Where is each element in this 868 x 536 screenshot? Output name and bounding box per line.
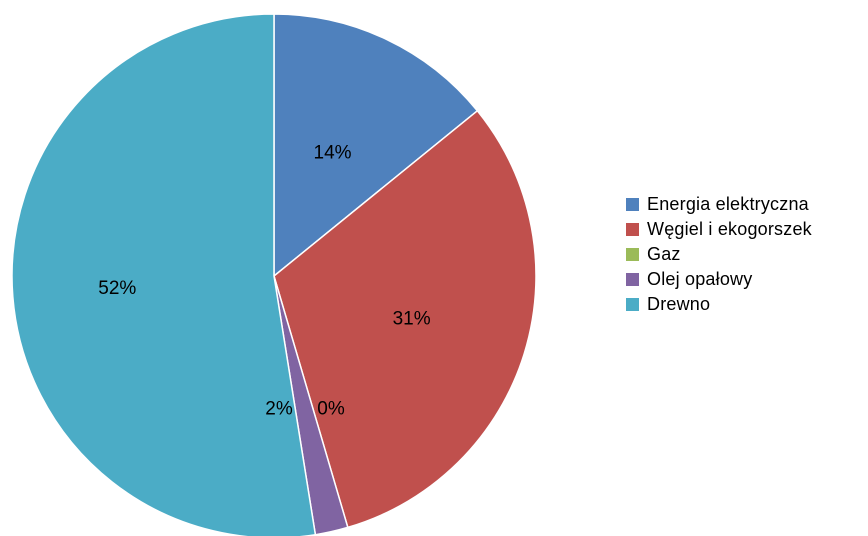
legend-item-wegiel-i-ekogorszek: Węgiel i ekogorszek	[626, 217, 812, 241]
legend-swatch	[626, 297, 639, 311]
legend-swatch	[626, 272, 639, 286]
data-label-gaz: 0%	[317, 399, 345, 420]
data-label-olej-opalowy: 2%	[265, 399, 293, 420]
pie-slice-wegiel-i-ekogorszek	[273, 109, 537, 529]
legend-label: Olej opałowy	[647, 268, 753, 289]
legend-item-drewno: Drewno	[626, 292, 812, 316]
data-label-drewno: 52%	[98, 278, 136, 299]
legend-swatch	[626, 197, 639, 211]
legend-label: Gaz	[647, 243, 681, 264]
legend-item-gaz: Gaz	[626, 242, 812, 266]
legend-label: Energia elektryczna	[647, 193, 809, 214]
pie-slice-drewno	[11, 13, 317, 536]
pie-slices	[11, 13, 537, 536]
legend-item-olej-opalowy: Olej opałowy	[626, 267, 812, 291]
data-label-energia-elektryczna: 14%	[314, 142, 352, 163]
legend-item-energia-elektryczna: Energia elektryczna	[626, 192, 812, 216]
data-label-wegiel-i-ekogorszek: 31%	[393, 308, 431, 329]
pie-data-labels: 14% 31% 0% 2% 52%	[98, 142, 430, 419]
pie-slice-energia-elektryczna	[273, 13, 479, 278]
legend-label: Drewno	[647, 293, 711, 314]
legend-label: Węgiel i ekogorszek	[647, 218, 812, 239]
pie-plot-area: 14% 31% 0% 2% 52%	[11, 13, 537, 536]
legend-swatch	[626, 222, 639, 236]
chart-legend: Energia elektryczna Węgiel i ekogorszek Ga…	[626, 192, 812, 317]
legend-swatch	[626, 247, 639, 261]
